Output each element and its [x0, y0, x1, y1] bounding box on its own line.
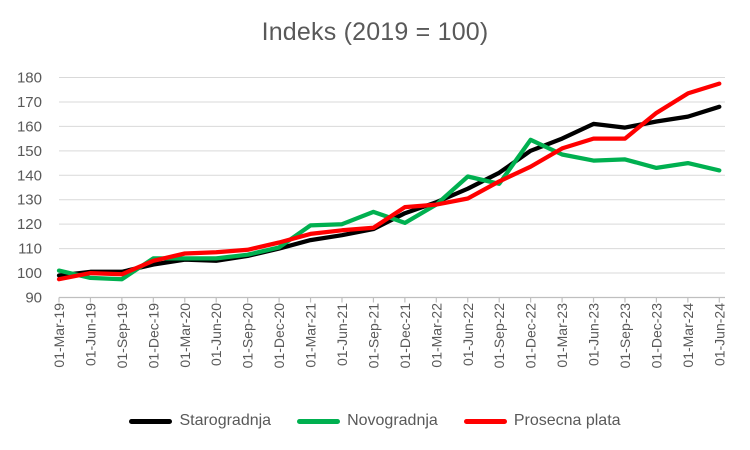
- legend-item-prosecna-plata[interactable]: Prosecna plata: [463, 412, 621, 430]
- legend-item-novogradnja[interactable]: Novogradnja: [297, 412, 438, 430]
- y-tick-label: 160: [17, 118, 42, 135]
- x-tick-label: 01-Dec-19: [145, 303, 161, 369]
- x-axis-labels: 01-Mar-19 01-Jun-19 01-Sep-19 01-Dec-19 01-M…: [51, 303, 727, 369]
- y-tick-label: 90: [25, 290, 42, 307]
- x-tick-label: 01-Dec-20: [271, 303, 287, 369]
- y-tick-label: 110: [18, 241, 42, 258]
- x-tick-label: 01-Sep-21: [365, 303, 381, 369]
- gridlines: [59, 77, 725, 274]
- y-tick-label: 120: [17, 216, 42, 233]
- x-tick-label: 01-Sep-19: [114, 303, 130, 369]
- x-tick-label: 01-Sep-20: [240, 303, 256, 369]
- x-tick-label: 01-Mar-23: [554, 303, 570, 368]
- y-axis-labels: 90 100 110 120 130 140 150 160 170 180: [17, 70, 42, 307]
- chart-title: Indeks (2019 = 100): [261, 18, 489, 46]
- x-tick-label: 01-Jun-23: [586, 303, 602, 366]
- y-tick-label: 150: [17, 143, 42, 160]
- x-tick-label: 01-Mar-24: [680, 303, 696, 368]
- x-tick-label: 01-Mar-21: [303, 303, 319, 368]
- legend-label-novogradnja: Novogradnja: [347, 412, 438, 429]
- x-tick-label: 01-Jun-22: [460, 303, 476, 366]
- y-tick-label: 170: [17, 94, 42, 111]
- x-tick-label: 01-Dec-21: [397, 303, 413, 369]
- x-tick-label: 01-Mar-20: [177, 303, 193, 368]
- y-tick-label: 100: [17, 265, 42, 282]
- legend-item-starogradnja[interactable]: Starogradnja: [129, 412, 271, 430]
- legend: Starogradnja Novogradnja Prosecna plata: [0, 406, 750, 436]
- y-tick-label: 140: [17, 167, 42, 184]
- x-tick-label: 01-Mar-22: [428, 303, 444, 368]
- x-tick-label: 01-Jun-24: [711, 303, 727, 366]
- x-tick-label: 01-Dec-23: [648, 303, 664, 369]
- x-axis: [58, 296, 725, 303]
- series-line-prosecna-plata: [56, 81, 722, 282]
- novogradnja-line-marker-icon: [297, 418, 341, 424]
- x-tick-label: 01-Jun-20: [208, 303, 224, 366]
- x-tick-label: 01-Dec-22: [523, 303, 539, 369]
- legend-label-prosecna-plata: Prosecna plata: [513, 412, 621, 429]
- x-tick-label: 01-Jun-21: [334, 303, 350, 366]
- y-tick-label: 180: [17, 70, 42, 87]
- prosecna-plata-line-marker-icon: [463, 418, 507, 424]
- series-line-starogradnja: [56, 104, 722, 278]
- x-tick-label: 01-Jun-19: [82, 303, 98, 366]
- y-tick-label: 130: [17, 192, 42, 209]
- x-tick-label: 01-Sep-22: [491, 303, 507, 369]
- x-tick-label: 01-Sep-23: [617, 303, 633, 369]
- starogradnja-line-marker-icon: [129, 418, 173, 424]
- legend-label-starogradnja: Starogradnja: [179, 412, 272, 429]
- x-tick-label: 01-Mar-19: [51, 303, 67, 368]
